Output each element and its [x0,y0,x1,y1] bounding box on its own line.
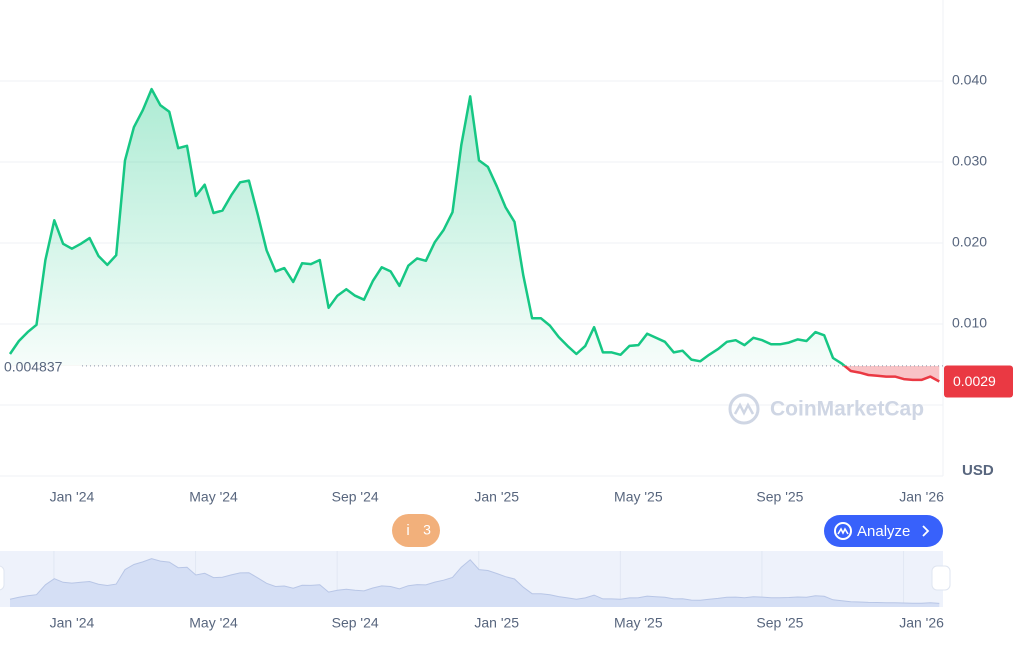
navigator-handle[interactable] [0,565,5,591]
svg-text:i: i [406,522,409,539]
navigator-handle[interactable] [931,565,951,591]
watermark-text: CoinMarketCap [770,398,924,421]
navigator-x-label: Jan '25 [474,615,519,631]
plot: 0.010 0.020 0.030 0.040 Jan '24 Jan '24 May '2… [0,72,1013,631]
analyze-button[interactable]: Analyze [824,515,943,547]
navigator-x-label: May '25 [614,615,663,631]
navigator-area [10,558,940,607]
area-up [10,89,940,366]
last-price-label: 0.0029 [953,373,996,389]
navigator-x-label: Sep '24 [332,615,379,631]
y-tick-label: 0.030 [952,153,987,169]
events-badge[interactable]: i 3 [392,514,440,547]
x-tick-label: Sep '24 [332,489,379,505]
navigator-x-label: Sep '25 [756,615,803,631]
baseline-label: 0.004837 [4,359,63,375]
currency-label: USD [962,462,994,479]
events-count: 3 [423,522,431,538]
navigator-x-label: Jan '26 [899,615,944,631]
y-tick-label: 0.010 [952,315,987,331]
y-tick-label: 0.040 [952,72,987,88]
watermark: CoinMarketCap [728,393,924,425]
x-tick-label: May '24 [189,489,238,505]
button-label: Analyze [857,523,910,540]
x-tick-label: Jan '24 [50,489,95,505]
last-price-box [944,365,1013,398]
area-down [844,365,940,382]
x-tick-label: Jan '26 [899,489,944,505]
x-tick-label: May '25 [614,489,663,505]
navigator-x-label: May '24 [189,615,238,631]
navigator-x-label: Jan '24 [50,615,95,631]
price-line-up [8,87,847,366]
navigator-line [9,558,940,604]
x-tick-label: Sep '25 [756,489,803,505]
y-tick-label: 0.020 [952,234,987,250]
x-tick-label: Jan '25 [474,489,519,505]
